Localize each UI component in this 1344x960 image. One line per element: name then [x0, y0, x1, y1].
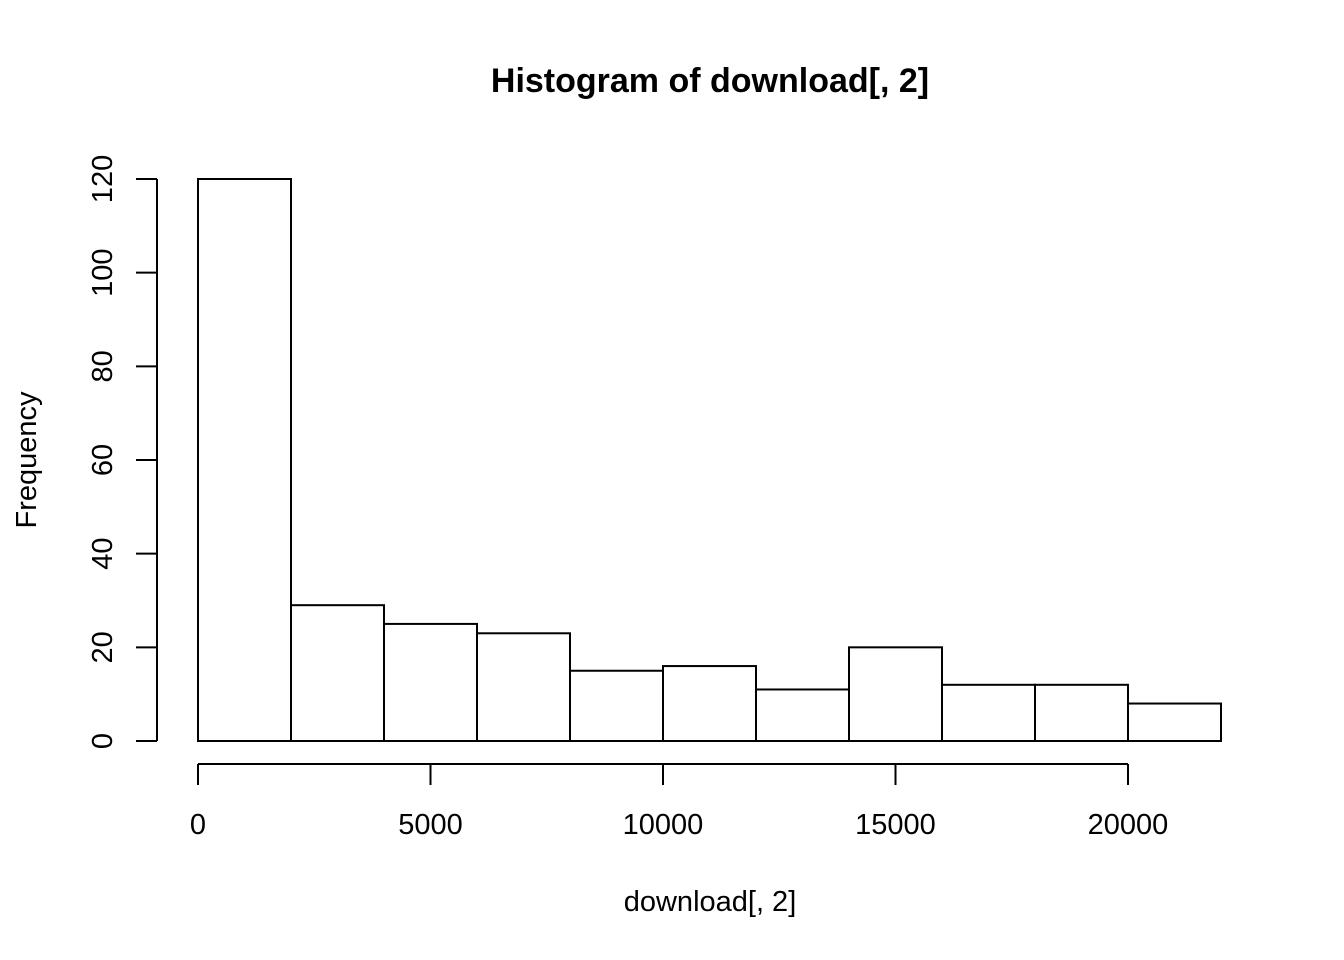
x-tick-label: 15000 [855, 809, 936, 841]
histogram-bar [1034, 683, 1129, 742]
y-axis: 0 20 40 60 80 100 120 [87, 155, 158, 749]
x-axis: 0 5000 10000 15000 20000 [190, 763, 1169, 841]
histogram-bar [755, 688, 850, 743]
x-tick-label: 20000 [1088, 809, 1169, 841]
y-axis-label: Frequency [11, 391, 43, 529]
y-tick-label: 0 [87, 733, 119, 749]
histogram-bar [662, 665, 757, 742]
y-tick-label: 60 [87, 444, 119, 476]
histogram-bar [569, 669, 664, 742]
histogram-bar [197, 178, 292, 742]
x-tick-label: 10000 [623, 809, 704, 841]
x-axis-label: download[, 2] [624, 886, 797, 918]
x-tick-label: 5000 [398, 809, 463, 841]
histogram-bar [383, 622, 478, 743]
x-tick-label: 0 [190, 809, 206, 841]
histogram-bar [476, 632, 571, 742]
histogram-bar [290, 604, 385, 743]
histogram-bar [848, 646, 943, 742]
y-tick-label: 100 [87, 248, 119, 296]
y-tick-label: 40 [87, 538, 119, 570]
histogram-bar [1127, 702, 1222, 742]
histogram-bars [197, 178, 1222, 743]
y-tick-label: 120 [87, 155, 119, 203]
y-tick-label: 80 [87, 350, 119, 382]
chart-title: Histogram of download[, 2] [491, 62, 929, 100]
y-tick-label: 20 [87, 631, 119, 663]
histogram-bar [941, 683, 1036, 742]
